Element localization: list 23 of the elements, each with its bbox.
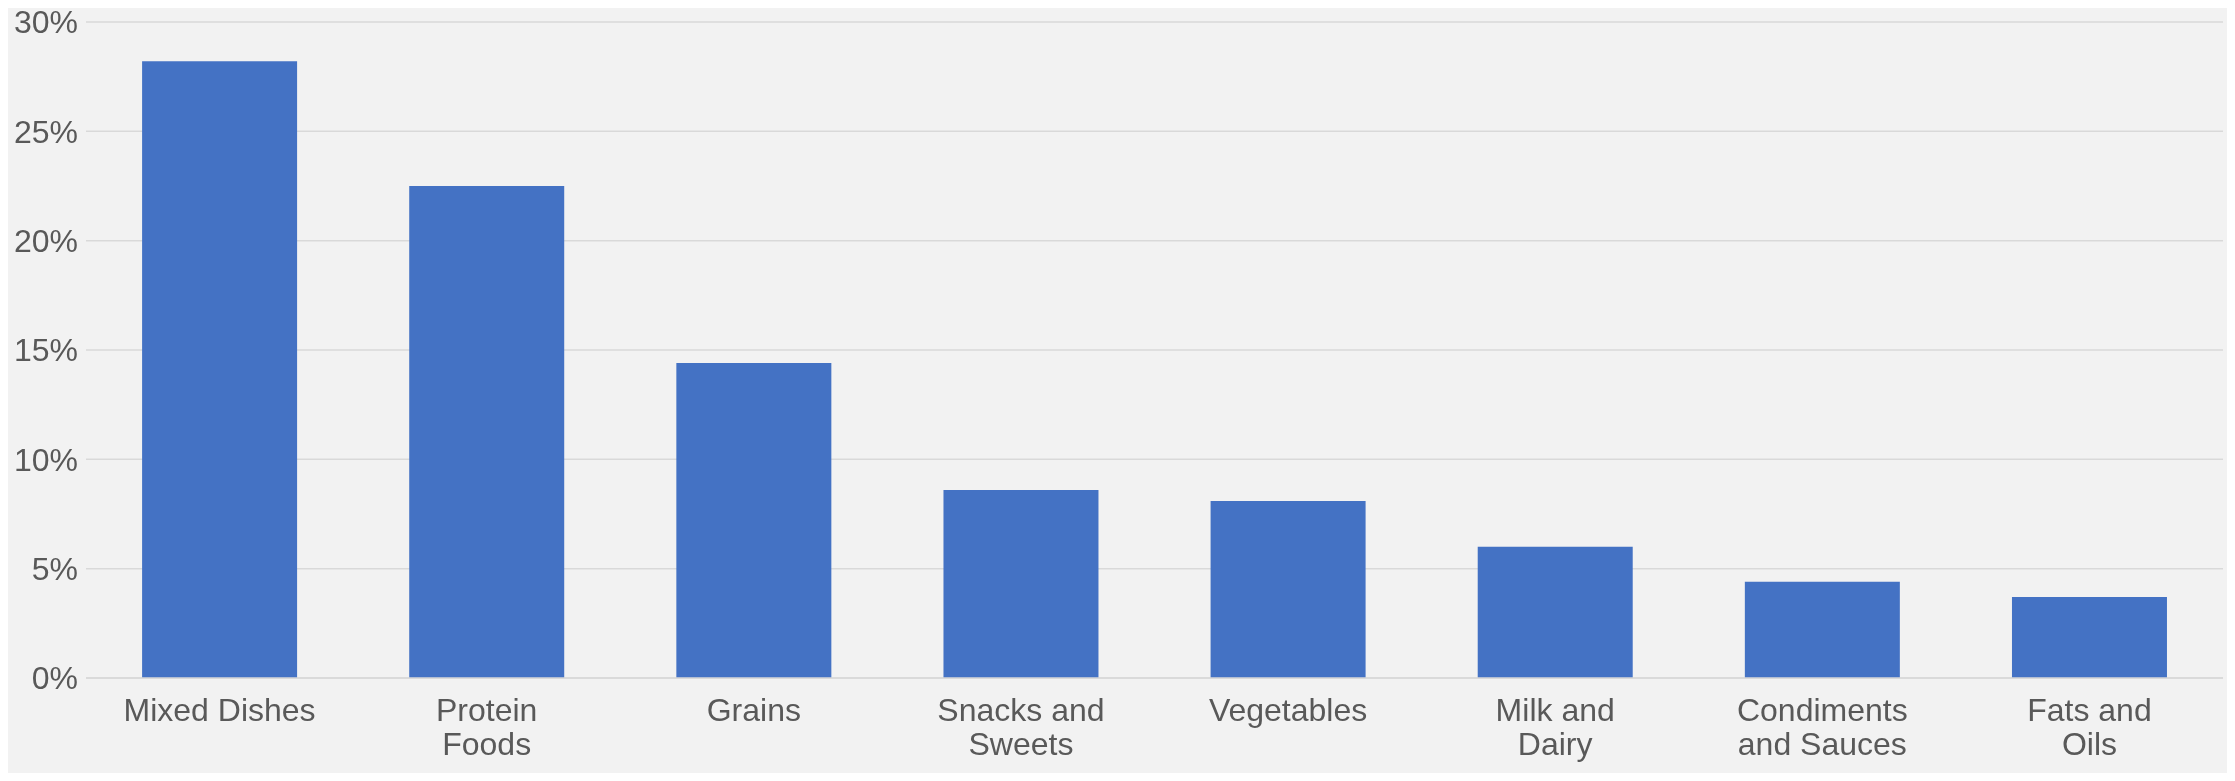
x-tick-label: Vegetables [1208,692,1368,729]
y-tick-label: 15% [13,332,78,369]
x-tick-label: Fats and Oils [2027,692,2152,762]
bar [409,186,565,678]
x-tick-label: Snacks and Sweets [937,692,1105,762]
x-tick-label: Condiments and Sauces [1736,692,1908,762]
x-tick-label: Grains [706,692,801,729]
y-tick-label: 5% [31,551,78,588]
bar [1477,546,1633,678]
bar [1744,581,1900,678]
bar [943,489,1099,678]
bar [676,363,832,678]
bar [142,61,298,678]
y-tick-label: 25% [13,113,78,150]
y-tick-label: 0% [31,660,78,697]
x-tick-label: Mixed Dishes [123,692,316,729]
y-tick-label: 30% [13,4,78,41]
x-tick-label: Milk and Dairy [1495,692,1615,762]
bar [2011,597,2167,678]
y-tick-label: 20% [13,223,78,260]
y-tick-label: 10% [13,441,78,478]
x-tick-label: Protein Foods [435,692,538,762]
bar [1210,500,1366,678]
